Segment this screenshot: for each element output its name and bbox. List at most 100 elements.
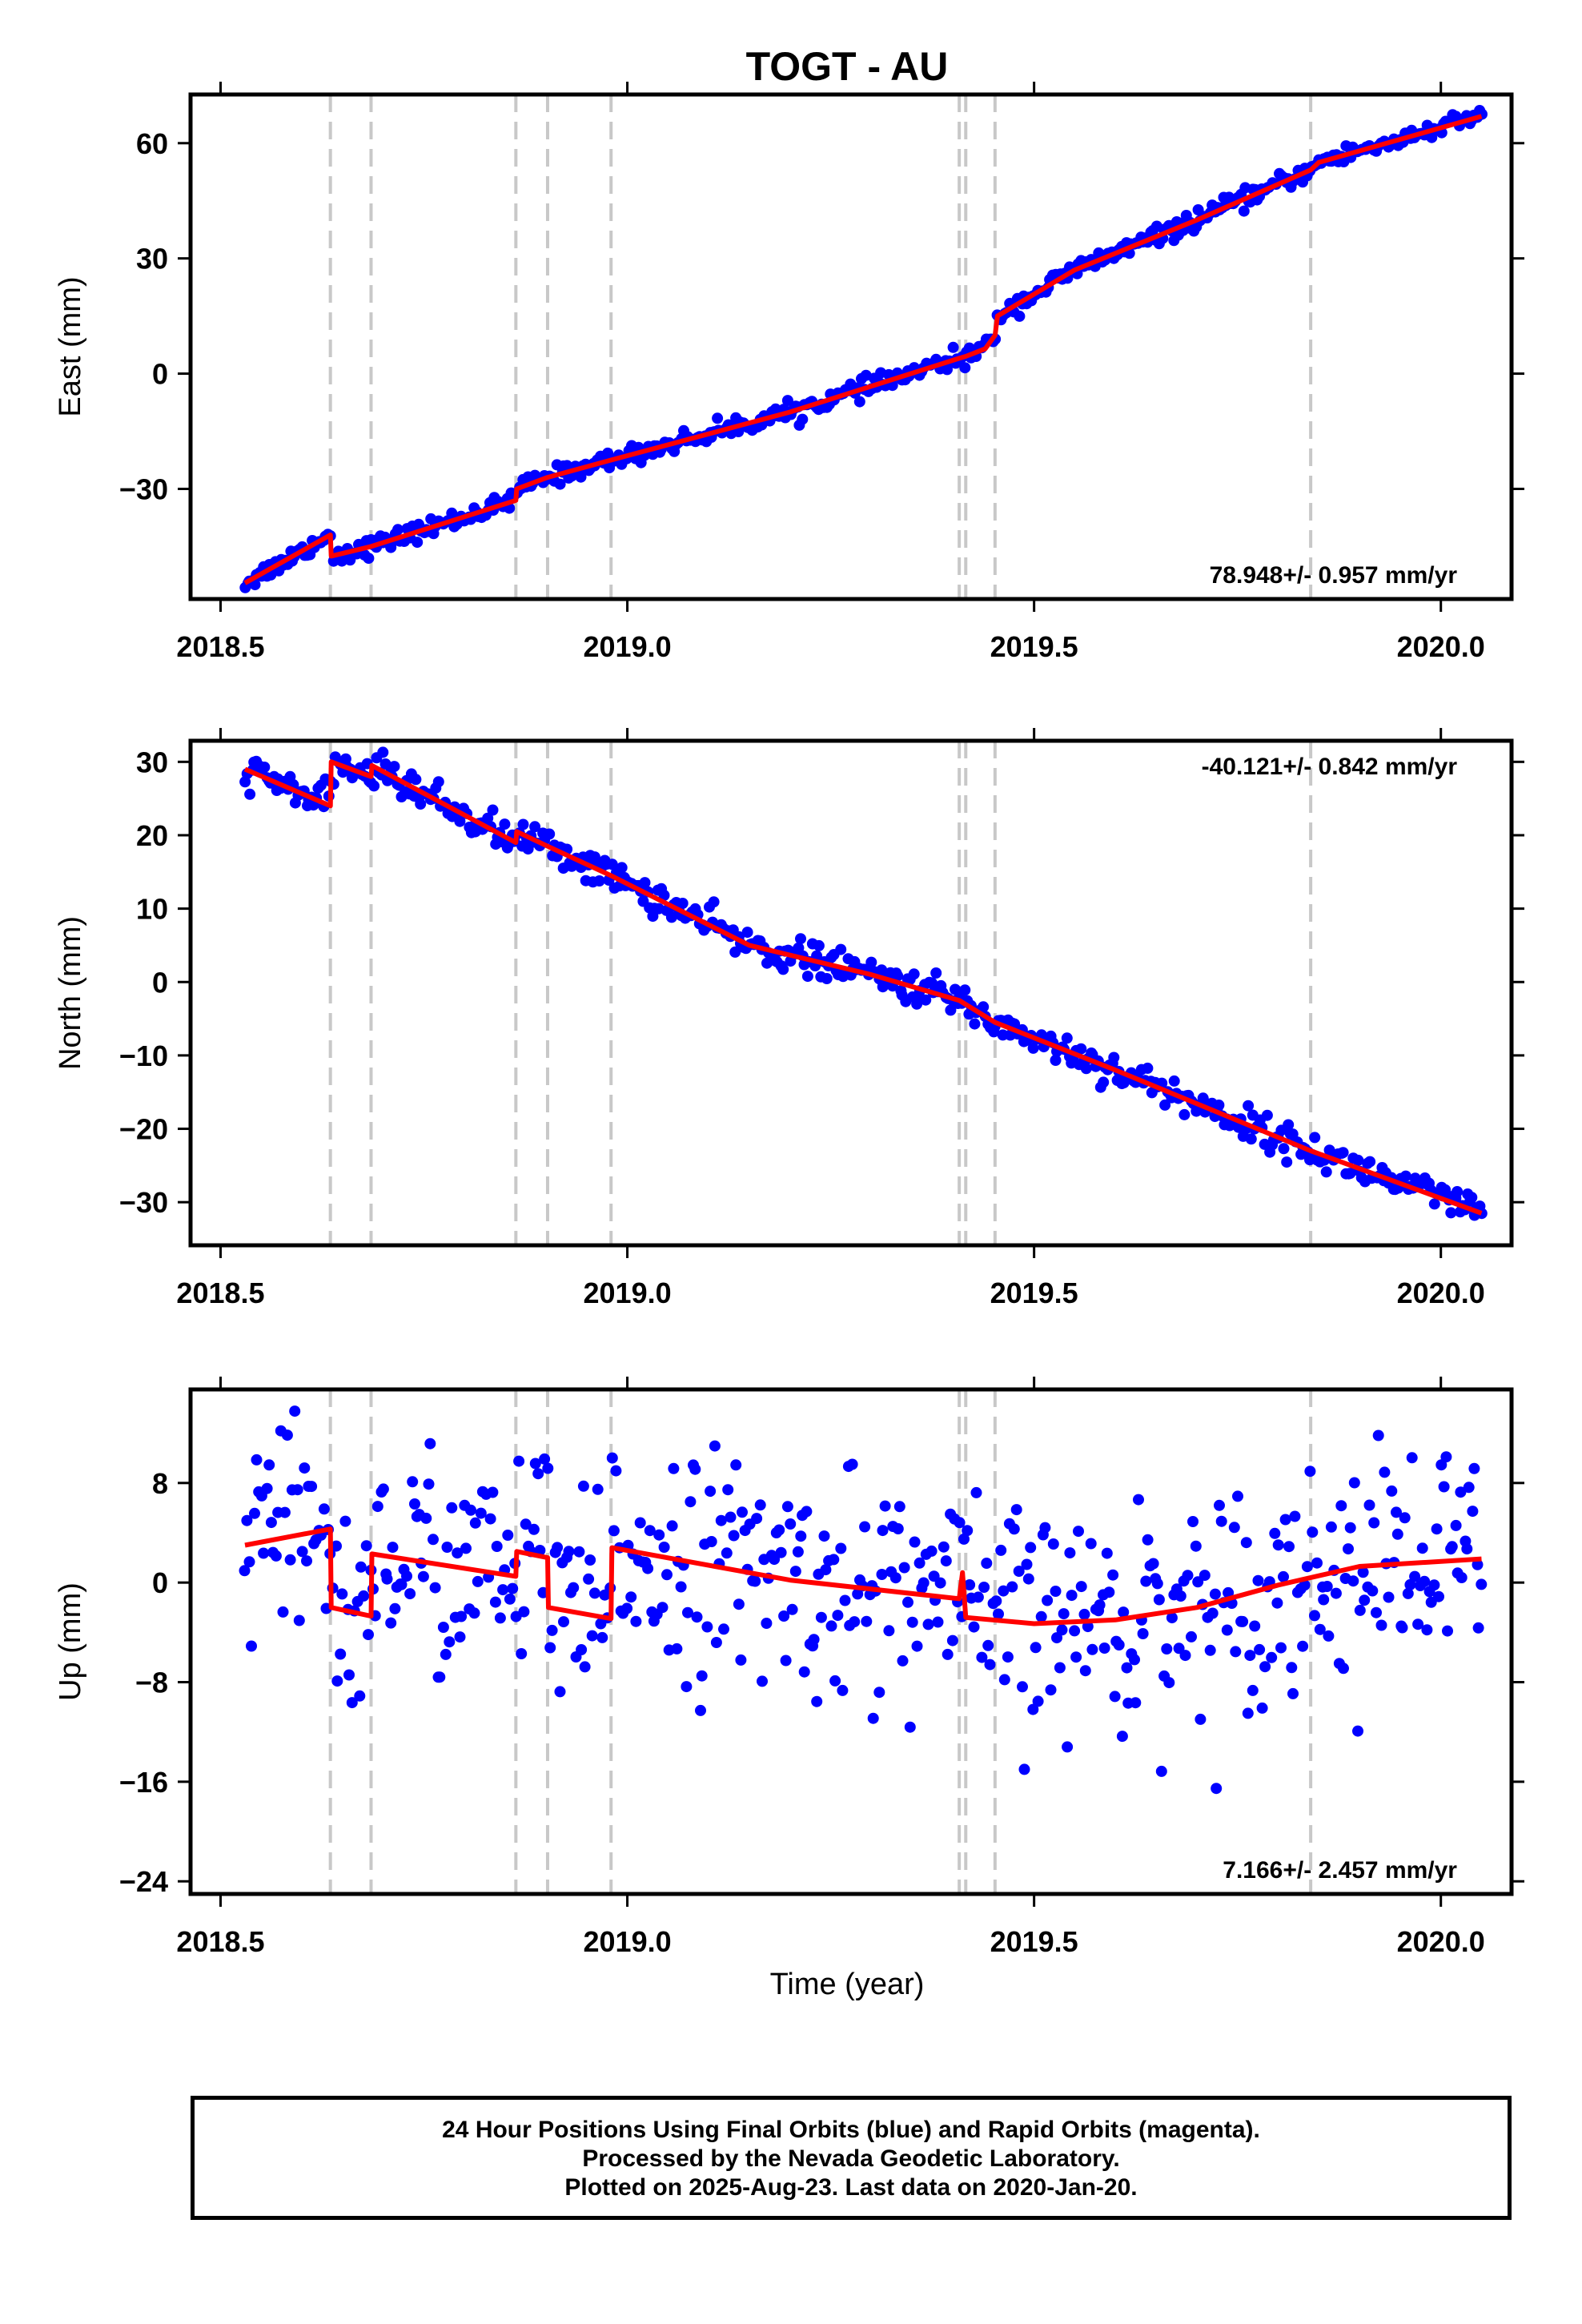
- data-point: [1352, 1725, 1363, 1737]
- points-up: [239, 1405, 1488, 1795]
- data-point: [281, 1429, 293, 1441]
- data-point: [1140, 1575, 1152, 1587]
- data-point: [1367, 1585, 1379, 1597]
- data-point: [751, 1513, 763, 1525]
- data-point: [1466, 1192, 1478, 1204]
- data-point: [561, 460, 573, 472]
- data-point: [520, 1518, 532, 1530]
- plot-frame-north: [188, 738, 1514, 1248]
- data-point: [258, 1547, 270, 1559]
- data-point: [423, 1478, 435, 1490]
- data-point: [839, 1594, 851, 1606]
- data-point: [945, 1004, 957, 1016]
- chart-title: TOGT - AU: [746, 44, 949, 89]
- data-point: [1242, 1707, 1254, 1719]
- y-tick-label-up: −24: [119, 1865, 168, 1898]
- data-point: [606, 1452, 618, 1464]
- rate-label-up: 7.166+/- 2.457 mm/yr: [1223, 1857, 1457, 1884]
- y-tick-label-north: 30: [136, 746, 168, 778]
- data-point: [575, 471, 587, 483]
- data-point: [1461, 1543, 1473, 1555]
- data-point: [1042, 1594, 1054, 1606]
- data-point: [584, 1554, 596, 1566]
- data-point: [301, 1555, 312, 1567]
- data-point: [1259, 1661, 1271, 1673]
- footer-box: 24 Hour Positions Using Final Orbits (bl…: [191, 2096, 1512, 2220]
- y-tick-label-up: −16: [119, 1766, 168, 1799]
- data-point: [1364, 1156, 1376, 1168]
- data-point: [1344, 1522, 1356, 1534]
- data-point: [1372, 1429, 1384, 1441]
- data-point: [1066, 1590, 1078, 1602]
- data-point: [1269, 1527, 1281, 1539]
- data-point: [484, 1513, 496, 1525]
- data-point: [825, 1620, 837, 1632]
- data-point: [671, 1642, 683, 1655]
- data-point: [1032, 1695, 1044, 1707]
- data-point: [343, 1669, 355, 1681]
- data-point: [1223, 1586, 1235, 1598]
- data-point: [487, 1486, 499, 1498]
- data-point: [876, 964, 888, 976]
- data-point: [1399, 1170, 1411, 1182]
- data-point: [978, 1582, 990, 1593]
- data-point: [892, 970, 904, 982]
- data-point: [299, 1462, 311, 1474]
- data-point: [610, 1465, 622, 1477]
- data-point: [529, 1458, 541, 1470]
- data-point: [877, 1525, 889, 1537]
- data-point: [754, 1499, 766, 1511]
- data-point: [1214, 1499, 1225, 1511]
- data-point: [828, 1554, 840, 1566]
- data-point: [658, 890, 670, 901]
- data-point: [1301, 1561, 1313, 1573]
- data-point: [1050, 1055, 1062, 1066]
- data-point: [1383, 1591, 1395, 1603]
- data-point: [730, 1459, 742, 1471]
- y-tick-label-north: −30: [119, 1186, 168, 1219]
- data-point: [1281, 1156, 1293, 1168]
- data-point: [404, 1588, 416, 1600]
- data-point: [785, 1518, 797, 1530]
- data-point: [1215, 1515, 1227, 1527]
- data-point: [1207, 1607, 1219, 1619]
- data-point: [1439, 1184, 1452, 1196]
- data-point: [563, 1546, 575, 1558]
- data-point: [972, 1591, 984, 1603]
- x-tick-label-north: 2018.5: [176, 1277, 264, 1309]
- data-point: [1357, 1566, 1369, 1578]
- data-point: [429, 1582, 441, 1594]
- data-point: [554, 1686, 566, 1698]
- data-point: [263, 1459, 275, 1471]
- data-point: [1017, 1681, 1028, 1693]
- data-point: [978, 1001, 990, 1013]
- x-tick-label-east: 2019.5: [990, 630, 1078, 663]
- data-point: [412, 537, 424, 549]
- data-point: [789, 1566, 801, 1578]
- y-tick-label-up: 8: [152, 1467, 168, 1500]
- data-point: [1440, 1451, 1452, 1463]
- data-point: [489, 1596, 501, 1608]
- data-point: [346, 1697, 358, 1709]
- data-point: [1151, 1578, 1163, 1590]
- data-point: [573, 1546, 585, 1558]
- data-point: [962, 1525, 974, 1537]
- data-point: [1289, 1510, 1301, 1522]
- data-point: [388, 761, 400, 773]
- y-axis-label-east: East (mm): [54, 276, 87, 416]
- data-point: [1309, 1132, 1321, 1144]
- data-point: [942, 1648, 954, 1660]
- data-point: [904, 1721, 916, 1733]
- data-point: [331, 1675, 343, 1687]
- rate-label-north: -40.121+/- 0.842 mm/yr: [1202, 754, 1458, 780]
- data-point: [542, 1462, 554, 1474]
- data-point: [428, 1534, 439, 1546]
- data-point: [1078, 1608, 1090, 1620]
- data-point: [1018, 1763, 1030, 1775]
- data-point: [1238, 205, 1250, 217]
- data-point: [1287, 1687, 1299, 1699]
- data-point: [1166, 1612, 1178, 1624]
- data-point: [879, 1500, 891, 1512]
- data-point: [1232, 1490, 1243, 1502]
